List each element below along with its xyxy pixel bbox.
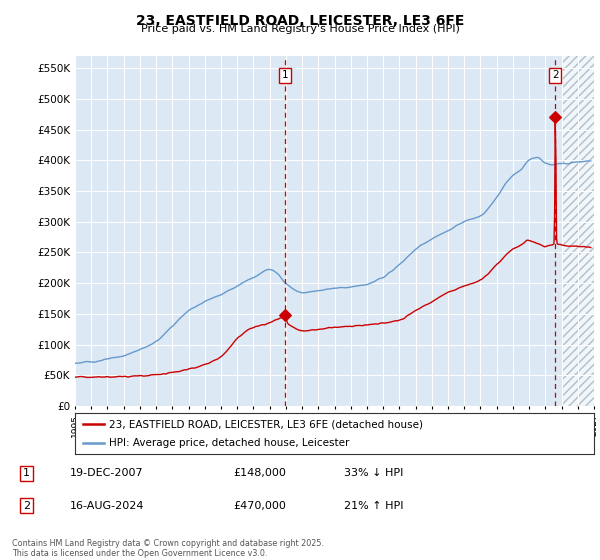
Text: £470,000: £470,000 [233, 501, 286, 511]
Point [281, 311, 290, 320]
Text: 2: 2 [23, 501, 30, 511]
Text: 21% ↑ HPI: 21% ↑ HPI [344, 501, 403, 511]
Text: 1: 1 [23, 468, 30, 478]
Point [551, 113, 560, 122]
Text: 23, EASTFIELD ROAD, LEICESTER, LE3 6FE (detached house): 23, EASTFIELD ROAD, LEICESTER, LE3 6FE (… [109, 419, 423, 429]
Text: Contains HM Land Registry data © Crown copyright and database right 2025.
This d: Contains HM Land Registry data © Crown c… [12, 539, 324, 558]
Text: 23, EASTFIELD ROAD, LEICESTER, LE3 6FE: 23, EASTFIELD ROAD, LEICESTER, LE3 6FE [136, 14, 464, 28]
Text: 1: 1 [282, 70, 289, 80]
Text: 19-DEC-2007: 19-DEC-2007 [70, 468, 144, 478]
Text: 33% ↓ HPI: 33% ↓ HPI [344, 468, 403, 478]
Text: 16-AUG-2024: 16-AUG-2024 [70, 501, 145, 511]
Text: 2: 2 [552, 70, 559, 80]
Text: HPI: Average price, detached house, Leicester: HPI: Average price, detached house, Leic… [109, 438, 349, 447]
Text: Price paid vs. HM Land Registry's House Price Index (HPI): Price paid vs. HM Land Registry's House … [140, 24, 460, 34]
Bar [562, 56, 594, 406]
Text: £148,000: £148,000 [233, 468, 286, 478]
